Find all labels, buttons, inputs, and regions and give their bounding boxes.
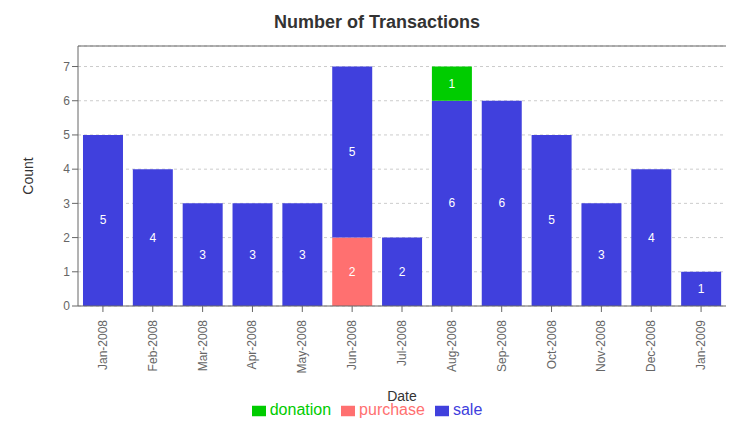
svg-text:4: 4 <box>63 162 70 176</box>
svg-text:Sep-2008: Sep-2008 <box>495 320 509 372</box>
svg-text:3: 3 <box>598 248 605 262</box>
svg-text:1: 1 <box>698 282 705 296</box>
svg-text:7: 7 <box>63 60 70 74</box>
svg-text:Jul-2008: Jul-2008 <box>395 320 409 366</box>
svg-text:5: 5 <box>63 128 70 142</box>
svg-text:May-2008: May-2008 <box>295 320 309 374</box>
svg-text:Jan-2008: Jan-2008 <box>96 320 110 370</box>
html-text:Number of Transactions: Number of Transactions <box>274 12 480 32</box>
svg-text:1: 1 <box>449 77 456 91</box>
svg-text:Apr-2008: Apr-2008 <box>245 320 259 370</box>
svg-text:Feb-2008: Feb-2008 <box>146 320 160 372</box>
svg-text:2: 2 <box>63 231 70 245</box>
svg-text:Oct-2008: Oct-2008 <box>545 320 559 370</box>
svg-text:6: 6 <box>498 196 505 210</box>
svg-text:2: 2 <box>349 265 356 279</box>
svg-text:3: 3 <box>299 248 306 262</box>
svg-text:Nov-2008: Nov-2008 <box>594 320 608 372</box>
svg-text:6: 6 <box>63 94 70 108</box>
svg-text:4: 4 <box>648 231 655 245</box>
svg-text:Mar-2008: Mar-2008 <box>196 320 210 372</box>
svg-text:5: 5 <box>100 213 107 227</box>
svg-text:2: 2 <box>399 265 406 279</box>
html-text:sale: sale <box>452 401 483 418</box>
svg-text:Jan-2009: Jan-2009 <box>694 320 708 370</box>
svg-text:0: 0 <box>63 299 70 313</box>
svg-text:Date: Date <box>387 388 417 404</box>
svg-text:3: 3 <box>249 248 256 262</box>
svg-text:4: 4 <box>149 231 156 245</box>
svg-text:Jun-2008: Jun-2008 <box>345 320 359 370</box>
html-text:purchase: purchase <box>359 401 425 418</box>
svg-text:Dec-2008: Dec-2008 <box>644 320 658 372</box>
svg-text:5: 5 <box>548 213 555 227</box>
svg-text:3: 3 <box>63 197 70 211</box>
svg-text:Count: Count <box>20 157 36 194</box>
svg-text:1: 1 <box>63 265 70 279</box>
html-text:donation: donation <box>269 401 332 418</box>
svg-text:6: 6 <box>449 196 456 210</box>
svg-text:Aug-2008: Aug-2008 <box>445 320 459 372</box>
svg-text:3: 3 <box>199 248 206 262</box>
svg-text:5: 5 <box>349 145 356 159</box>
